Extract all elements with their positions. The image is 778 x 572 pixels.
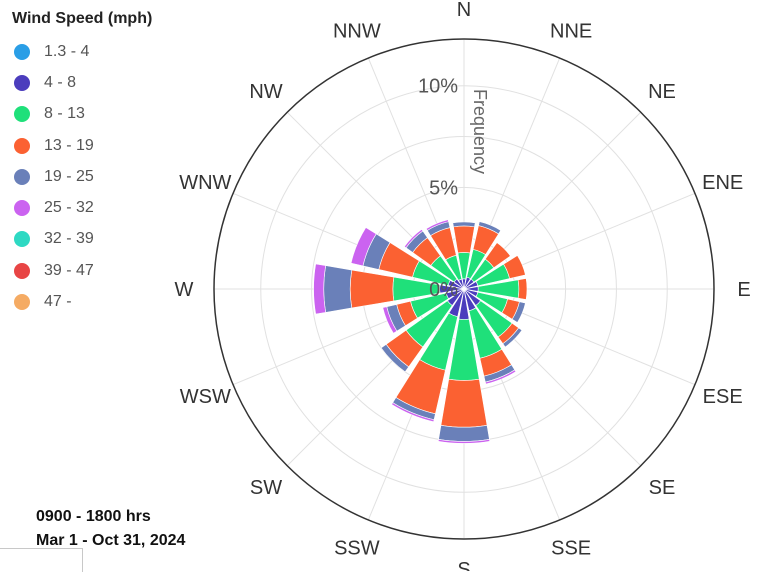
direction-label: WNW	[179, 172, 231, 194]
legend-label: 8 - 13	[44, 105, 85, 123]
outer-circle	[213, 38, 715, 540]
wind-bar-s	[440, 378, 488, 428]
direction-label: NW	[249, 81, 282, 103]
polar-labels: N NNE NE ENE E ESE SE SSE S SSW SW WSW W WNW NW NNW 0% 5%…	[175, 0, 751, 571]
legend-swatch	[14, 231, 30, 248]
legend-label: 32 - 39	[44, 230, 94, 248]
direction-label: N	[457, 0, 471, 21]
legend-item[interactable]: 39 - 47	[12, 255, 152, 286]
direction-label: ESE	[703, 386, 743, 408]
legend-item[interactable]: 13 - 19	[12, 130, 152, 161]
legend-item[interactable]: 47 -	[12, 286, 152, 317]
wind-rose-bars	[313, 219, 528, 444]
wind-bar-w	[313, 263, 327, 315]
direction-label: ENE	[702, 172, 743, 194]
legend-swatch	[14, 200, 30, 217]
wind-bar-s	[437, 438, 491, 444]
wind-bar-e	[517, 278, 528, 300]
legend-swatch	[14, 106, 30, 123]
hours-label: 0900 - 1800 hrs	[36, 508, 151, 525]
legend-label: 25 - 32	[44, 199, 94, 217]
radial-tick-label: 10%	[418, 76, 458, 98]
legend-title: Wind Speed (mph)	[12, 10, 153, 27]
legend-item[interactable]: 19 - 25	[12, 161, 152, 192]
direction-label: NNW	[333, 20, 381, 42]
wind-bar-wnw	[350, 227, 377, 267]
wind-bar-w	[323, 265, 353, 313]
legend-label: 39 - 47	[44, 261, 94, 279]
direction-label: NE	[648, 81, 676, 103]
legend-items: 1.3 - 4 4 - 8 8 - 13 13 - 19 19 - 25 25 - 32 3…	[12, 36, 152, 318]
corner-box	[0, 548, 83, 572]
wind-bar-nw	[403, 228, 424, 249]
legend-label: 47 -	[44, 293, 72, 311]
direction-label: NNE	[550, 20, 592, 42]
legend-item[interactable]: 25 - 32	[12, 192, 152, 223]
legend-label: 19 - 25	[44, 167, 94, 185]
direction-label: SSW	[334, 538, 380, 560]
radial-axis-title: Frequency	[470, 89, 490, 174]
wind-bar-ene	[503, 255, 526, 279]
wind-bar-ese	[511, 301, 526, 323]
legend-item[interactable]: 1.3 - 4	[12, 36, 152, 67]
direction-label: E	[737, 279, 750, 301]
legend-swatch	[14, 137, 30, 154]
wind-bar-ssw	[391, 402, 435, 423]
legend-label: 13 - 19	[44, 136, 94, 154]
legend-swatch	[14, 262, 30, 279]
direction-label: SW	[250, 477, 282, 499]
direction-label: S	[457, 559, 470, 571]
legend-swatch	[14, 43, 30, 60]
wind-bar-sw	[380, 343, 410, 373]
wind-bar-sse	[484, 369, 517, 385]
footnote: 0900 - 1800 hrs Mar 1 - Oct 31, 2024	[36, 505, 185, 553]
wind-bar-ne	[484, 242, 511, 269]
direction-label: WSW	[180, 386, 231, 408]
legend-item[interactable]: 32 - 39	[12, 224, 152, 255]
radial-tick-label: 5%	[429, 177, 458, 199]
legend-swatch	[14, 168, 30, 185]
wind-bar-n	[453, 225, 475, 254]
legend-item[interactable]: 8 - 13	[12, 99, 152, 130]
wind-bar-se	[502, 327, 523, 348]
wind-bar-nnw	[425, 219, 449, 231]
wind-bar-wsw	[382, 306, 398, 334]
direction-label: SE	[649, 477, 676, 499]
legend-label: 4 - 8	[44, 73, 77, 91]
wind-bar-w	[349, 269, 395, 309]
direction-label: W	[175, 279, 194, 301]
wind-bar-n	[452, 221, 476, 228]
legend-swatch	[14, 74, 30, 91]
legend: Wind Speed (mph) 1.3 - 4 4 - 8 8 - 13 13 - …	[12, 10, 152, 318]
wind-bar-s	[438, 424, 490, 442]
legend-item[interactable]: 4 - 8	[12, 67, 152, 98]
date-range-label: Mar 1 - Oct 31, 2024	[36, 532, 186, 549]
legend-swatch	[14, 294, 30, 311]
wind-bar-nne	[478, 221, 502, 235]
legend-label: 1.3 - 4	[44, 42, 90, 60]
radial-tick-label: 0%	[429, 279, 458, 301]
direction-label: SSE	[551, 538, 591, 560]
